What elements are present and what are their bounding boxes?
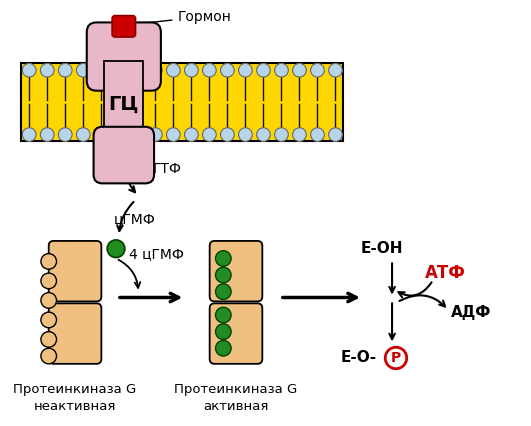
Circle shape	[216, 307, 231, 323]
Circle shape	[41, 312, 56, 328]
FancyBboxPatch shape	[210, 303, 262, 364]
Circle shape	[329, 128, 342, 141]
Circle shape	[167, 128, 180, 141]
Bar	[104, 61, 143, 144]
Circle shape	[216, 284, 231, 299]
Circle shape	[256, 128, 270, 141]
Circle shape	[238, 128, 252, 141]
Circle shape	[41, 348, 56, 364]
Text: АДФ: АДФ	[451, 305, 491, 320]
Circle shape	[220, 128, 234, 141]
Circle shape	[107, 240, 125, 257]
Circle shape	[131, 63, 144, 77]
Circle shape	[41, 253, 56, 269]
Text: Протеинкиназа G
неактивная: Протеинкиназа G неактивная	[13, 383, 136, 413]
Circle shape	[76, 63, 90, 77]
Circle shape	[22, 63, 36, 77]
Circle shape	[311, 128, 324, 141]
Circle shape	[41, 331, 56, 347]
FancyBboxPatch shape	[87, 23, 161, 91]
Text: Е-ОН: Е-ОН	[361, 241, 404, 256]
Text: Гормон: Гормон	[135, 9, 232, 24]
Circle shape	[275, 128, 288, 141]
Circle shape	[256, 63, 270, 77]
FancyBboxPatch shape	[49, 303, 101, 364]
Circle shape	[58, 63, 72, 77]
Text: АТФ: АТФ	[425, 264, 466, 282]
Circle shape	[293, 63, 306, 77]
FancyBboxPatch shape	[210, 241, 262, 302]
Circle shape	[113, 63, 126, 77]
FancyBboxPatch shape	[112, 16, 135, 37]
Text: P: P	[391, 351, 401, 365]
Circle shape	[216, 324, 231, 340]
Circle shape	[329, 63, 342, 77]
Circle shape	[216, 340, 231, 356]
Circle shape	[167, 63, 180, 77]
Circle shape	[58, 128, 72, 141]
Text: цГМФ: цГМФ	[114, 213, 156, 227]
Circle shape	[216, 250, 231, 266]
Bar	[21, 63, 344, 141]
Circle shape	[41, 273, 56, 289]
Circle shape	[293, 128, 306, 141]
Circle shape	[40, 63, 54, 77]
Circle shape	[311, 63, 324, 77]
Circle shape	[275, 63, 288, 77]
Text: Протеинкиназа G
активная: Протеинкиназа G активная	[174, 383, 297, 413]
Text: ГТФ: ГТФ	[153, 162, 182, 176]
Circle shape	[95, 128, 108, 141]
Circle shape	[149, 128, 162, 141]
FancyBboxPatch shape	[49, 241, 101, 302]
Circle shape	[95, 63, 108, 77]
Circle shape	[22, 128, 36, 141]
Circle shape	[202, 128, 216, 141]
Circle shape	[40, 128, 54, 141]
FancyBboxPatch shape	[93, 127, 154, 183]
Circle shape	[41, 293, 56, 308]
Circle shape	[113, 128, 126, 141]
Circle shape	[238, 63, 252, 77]
Circle shape	[220, 63, 234, 77]
Circle shape	[185, 63, 198, 77]
Circle shape	[76, 128, 90, 141]
Circle shape	[149, 63, 162, 77]
Circle shape	[216, 267, 231, 283]
Circle shape	[386, 347, 407, 369]
Circle shape	[185, 128, 198, 141]
Circle shape	[202, 63, 216, 77]
Text: 4 цГМФ: 4 цГМФ	[129, 247, 184, 261]
Text: ГЦ: ГЦ	[109, 95, 139, 114]
Circle shape	[131, 128, 144, 141]
Text: Е-О-: Е-О-	[340, 351, 376, 366]
